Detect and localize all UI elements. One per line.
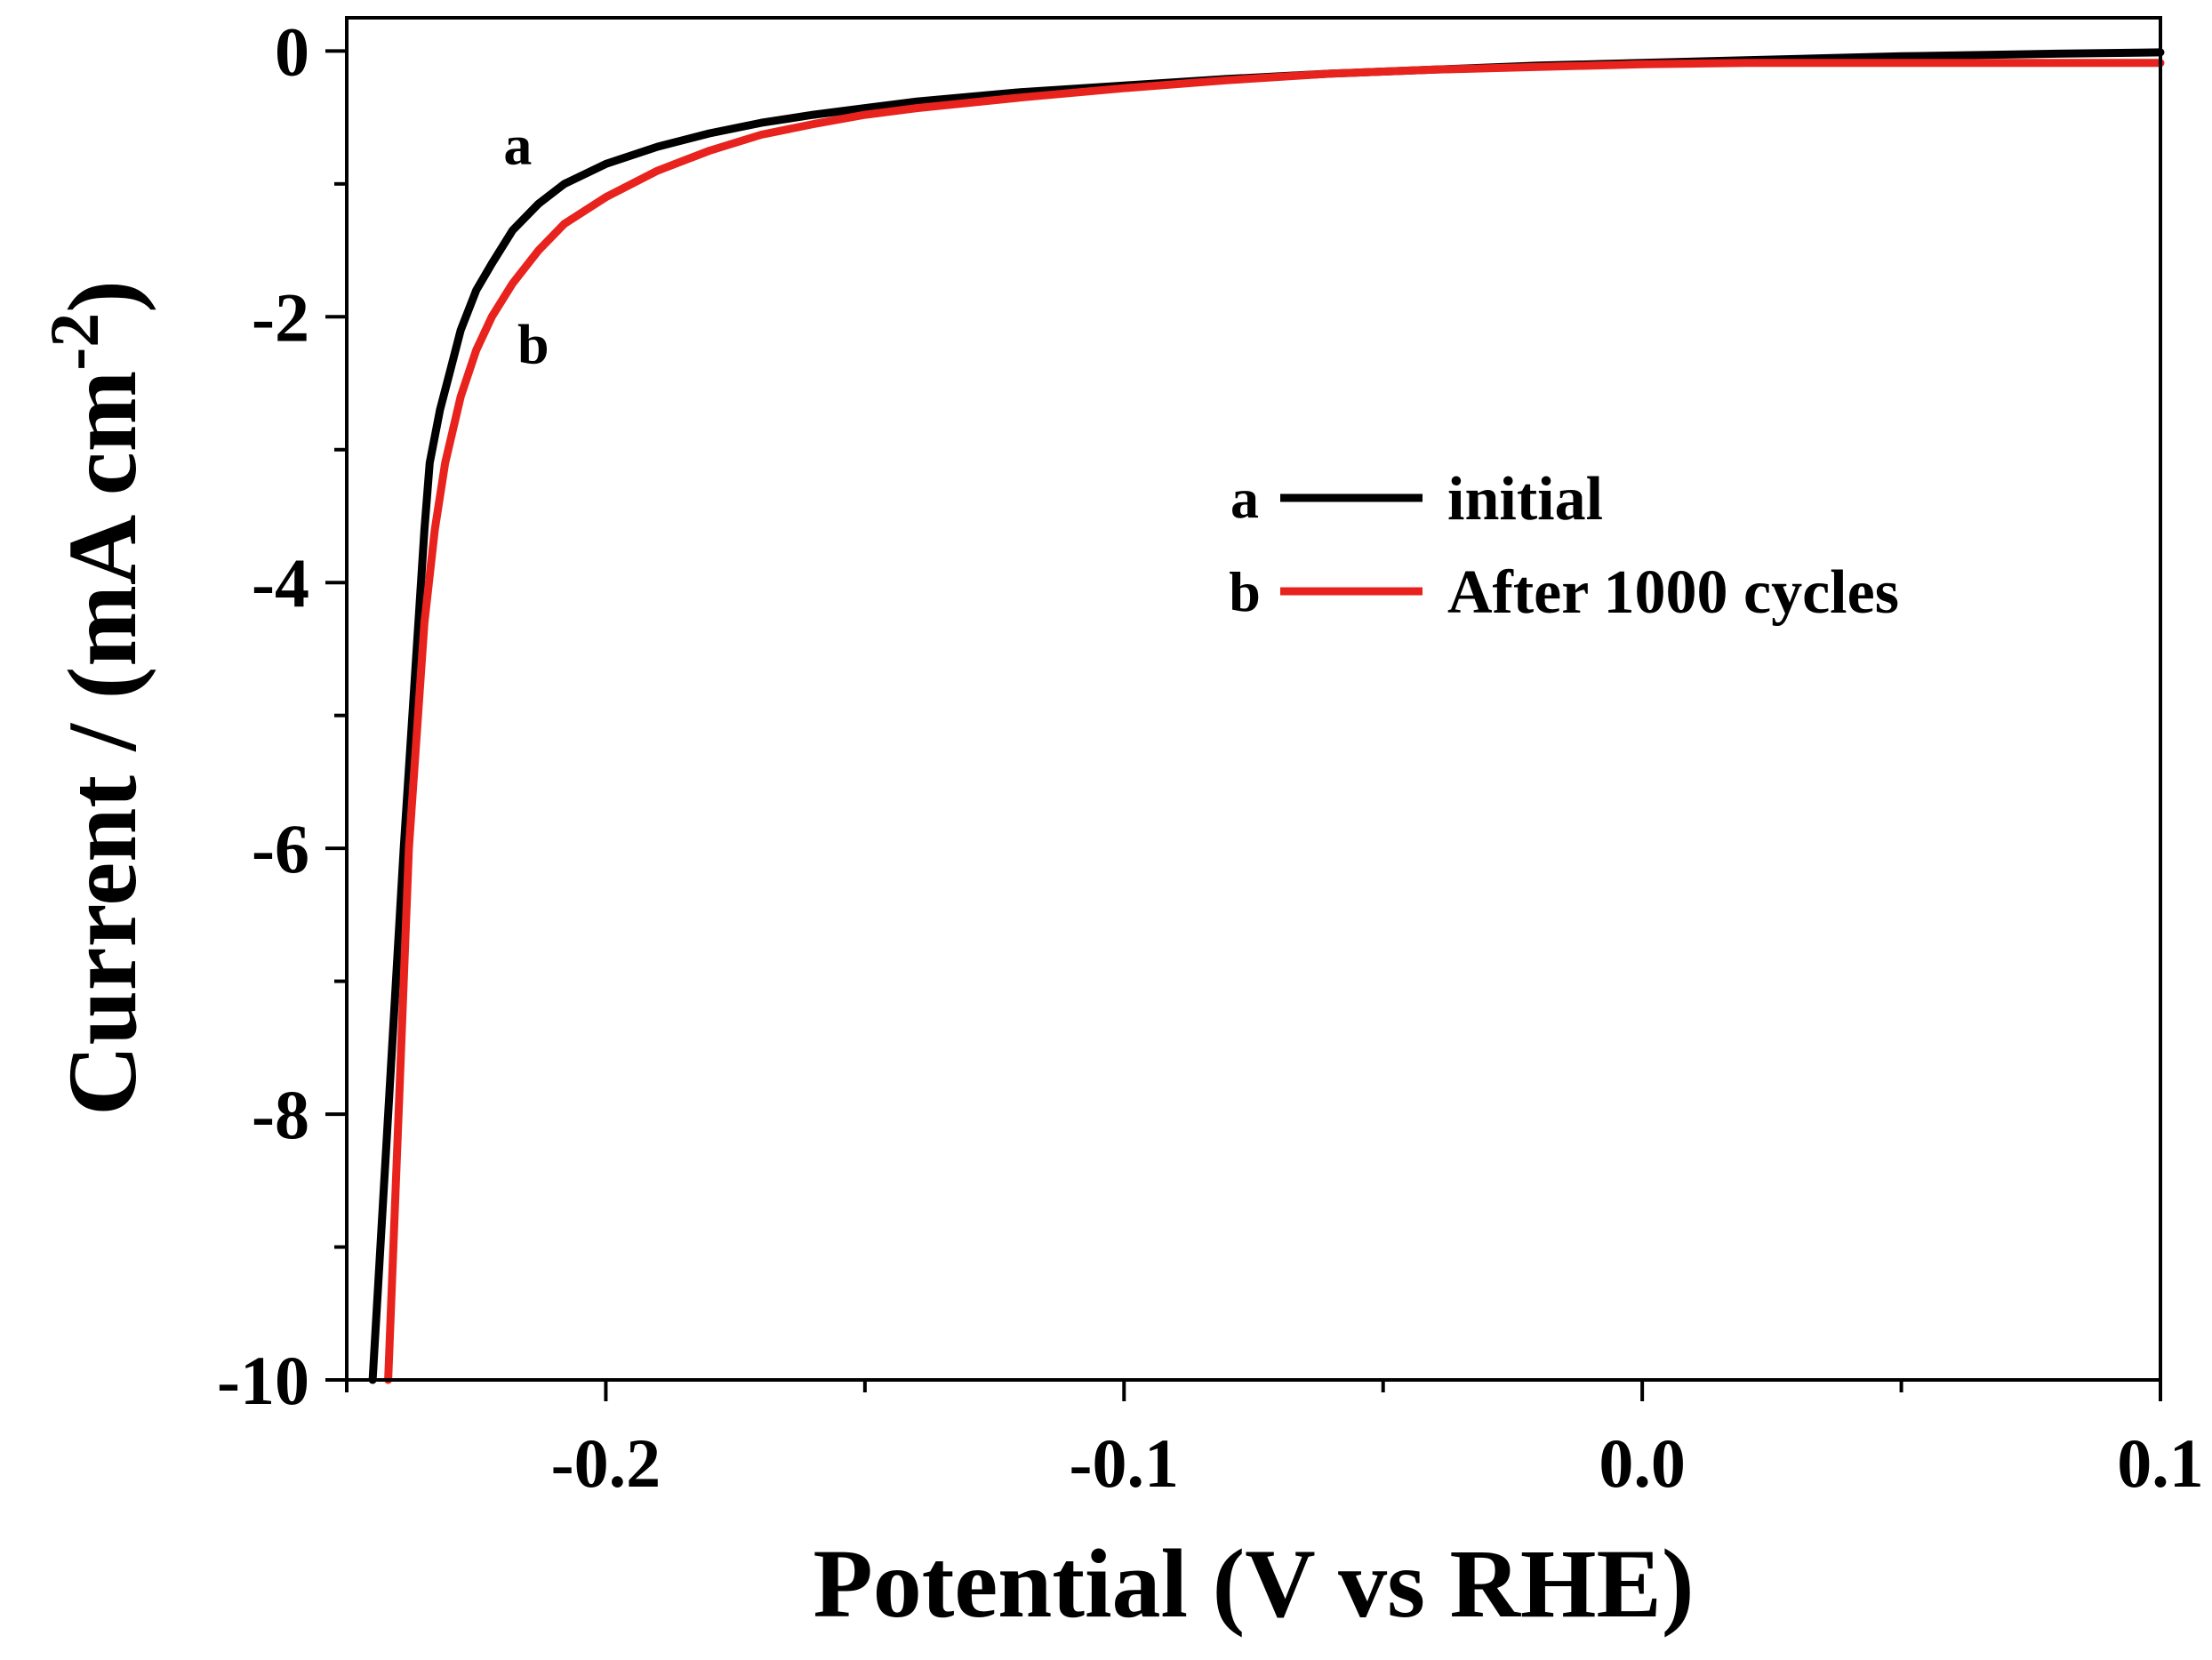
axis-ticks (325, 49, 2162, 1401)
legend-label-a: initial (1447, 465, 1603, 533)
y-tick-label: -4 (252, 544, 309, 621)
series-line-a (368, 48, 2165, 1384)
curve-annotation-a: a (503, 113, 532, 176)
x-tick-label: -0.2 (551, 1424, 661, 1502)
y-tick-label: 0 (275, 12, 309, 90)
legend-key-b: b (1229, 560, 1261, 623)
legend: a initial b After 1000 cycles (1229, 465, 1899, 627)
series-layer (368, 48, 2165, 1384)
curve-annotation-b: b (517, 313, 549, 376)
y-tick-label: -2 (252, 278, 309, 356)
y-axis-title-superscript: -2 (36, 313, 113, 371)
y-tick-label: -8 (252, 1076, 309, 1153)
legend-key-a: a (1230, 467, 1259, 530)
curve-annotations: ab (503, 113, 549, 375)
y-axis-title: Current / (mA cm-2) (36, 280, 156, 1116)
y-axis-title-close: ) (48, 280, 156, 313)
x-axis-title: Potential (V vs RHE) (813, 1529, 1695, 1638)
tick-labels: -0.2 -0.1 0.0 0.1 0 -2 -4 -6 -8 -10 (217, 12, 2204, 1502)
x-tick-label: -0.1 (1070, 1424, 1179, 1502)
x-tick-label: 0.0 (1599, 1424, 1686, 1502)
x-tick-label: 0.1 (2117, 1424, 2204, 1502)
y-tick-label: -6 (252, 810, 309, 887)
y-tick-label: -10 (217, 1342, 309, 1419)
legend-label-b: After 1000 cycles (1447, 558, 1899, 627)
series-line-b (384, 59, 2165, 1384)
plot-frame (345, 16, 2162, 1382)
y-axis-title-main: Current / (mA cm (48, 371, 156, 1116)
